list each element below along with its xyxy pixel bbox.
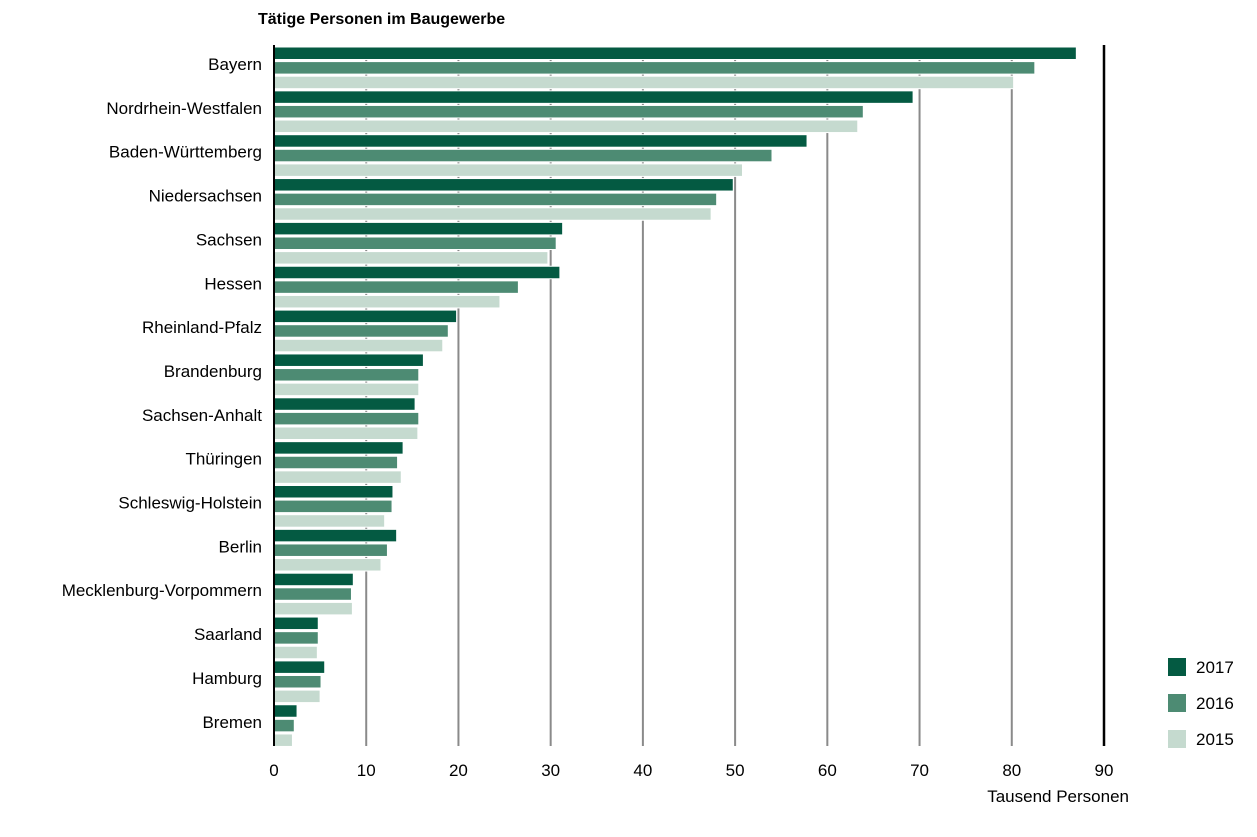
bar-2016 <box>273 718 295 733</box>
bar-2016 <box>273 631 319 645</box>
bar-2017 <box>273 221 564 236</box>
bar-2016 <box>273 675 322 689</box>
bar-2017 <box>273 353 424 367</box>
category-label: Hessen <box>204 274 262 293</box>
category-label: Niedersachsen <box>149 187 262 206</box>
chart-title: Tätige Personen im Baugewerbe <box>258 11 505 28</box>
bar-2015 <box>273 207 712 221</box>
tick-label: 30 <box>541 761 560 780</box>
category-label: Rheinland-Pfalz <box>142 318 262 337</box>
bar-2017 <box>273 485 394 499</box>
bar-2016 <box>273 411 420 426</box>
bar-2017 <box>273 660 326 674</box>
bar-2015 <box>273 558 382 572</box>
bar-2015 <box>273 338 444 353</box>
bar-2017 <box>273 616 319 631</box>
bar-2016 <box>273 499 393 514</box>
bar-2017 <box>273 265 561 280</box>
legend-swatch <box>1168 694 1186 712</box>
bar-2017 <box>273 178 734 192</box>
category-label: Bayern <box>208 55 262 74</box>
bar-2015 <box>273 689 321 704</box>
category-labels: Bayern Nordrhein-Westfalen Baden-Württembe… <box>62 55 263 732</box>
tick-label: 90 <box>1095 761 1114 780</box>
category-label: Nordrhein-Westfalen <box>106 99 262 118</box>
tick-label: 10 <box>357 761 376 780</box>
bar-2016 <box>273 587 352 601</box>
bars <box>273 46 1077 747</box>
x-axis-ticks: 0 10 20 30 40 50 60 70 80 90 <box>269 761 1113 780</box>
bar-2017 <box>273 572 354 587</box>
bar-2015 <box>273 470 402 484</box>
tick-label: 20 <box>449 761 468 780</box>
bar-2015 <box>273 163 743 177</box>
bar-2015 <box>273 119 859 134</box>
bar-2015 <box>273 251 549 265</box>
bar-2016 <box>273 280 519 294</box>
tick-label: 50 <box>726 761 745 780</box>
bar-2016 <box>273 368 420 382</box>
bar-2015 <box>273 75 1015 90</box>
category-label: Bremen <box>202 713 262 732</box>
bar-2016 <box>273 324 449 338</box>
bar-2015 <box>273 426 419 440</box>
bar-2016 <box>273 236 557 250</box>
category-label: Schleswig-Holstein <box>118 494 262 513</box>
bar-2015 <box>273 733 293 747</box>
bar-2017 <box>273 46 1077 60</box>
bar-2016 <box>273 61 1036 75</box>
bar-2015 <box>273 645 318 660</box>
bar-2017 <box>273 704 298 718</box>
tick-label: 0 <box>269 761 278 780</box>
category-label: Brandenburg <box>164 362 262 381</box>
legend-label: 2017 <box>1196 658 1234 677</box>
legend: 2017 2016 2015 <box>1168 658 1234 749</box>
bar-2015 <box>273 382 420 397</box>
category-label: Sachsen-Anhalt <box>142 406 262 425</box>
tick-label: 70 <box>910 761 929 780</box>
bar-2015 <box>273 294 501 309</box>
bar-2016 <box>273 192 718 207</box>
category-label: Thüringen <box>185 450 262 469</box>
legend-label: 2016 <box>1196 694 1234 713</box>
tick-label: 80 <box>1002 761 1021 780</box>
bar-2017 <box>273 528 398 543</box>
bar-2016 <box>273 148 773 163</box>
bar-2016 <box>273 455 399 470</box>
category-label: Mecklenburg-Vorpommern <box>62 581 262 600</box>
category-label: Hamburg <box>192 669 262 688</box>
bar-2017 <box>273 441 404 455</box>
bar-2017 <box>273 309 458 324</box>
bar-2017 <box>273 397 416 411</box>
category-label: Saarland <box>194 625 262 644</box>
tick-label: 40 <box>633 761 652 780</box>
bar-2016 <box>273 104 864 119</box>
tick-label: 60 <box>818 761 837 780</box>
bar-2017 <box>273 90 914 104</box>
category-label: Baden-Württemberg <box>109 143 262 162</box>
bar-2015 <box>273 514 386 528</box>
category-label: Sachsen <box>196 230 262 249</box>
legend-swatch <box>1168 730 1186 748</box>
x-axis-label: Tausend Personen <box>987 787 1129 806</box>
bar-2015 <box>273 601 353 616</box>
category-label: Berlin <box>219 537 262 556</box>
legend-label: 2015 <box>1196 730 1234 749</box>
bar-2016 <box>273 543 388 557</box>
legend-swatch <box>1168 658 1186 676</box>
bar-2017 <box>273 134 808 148</box>
